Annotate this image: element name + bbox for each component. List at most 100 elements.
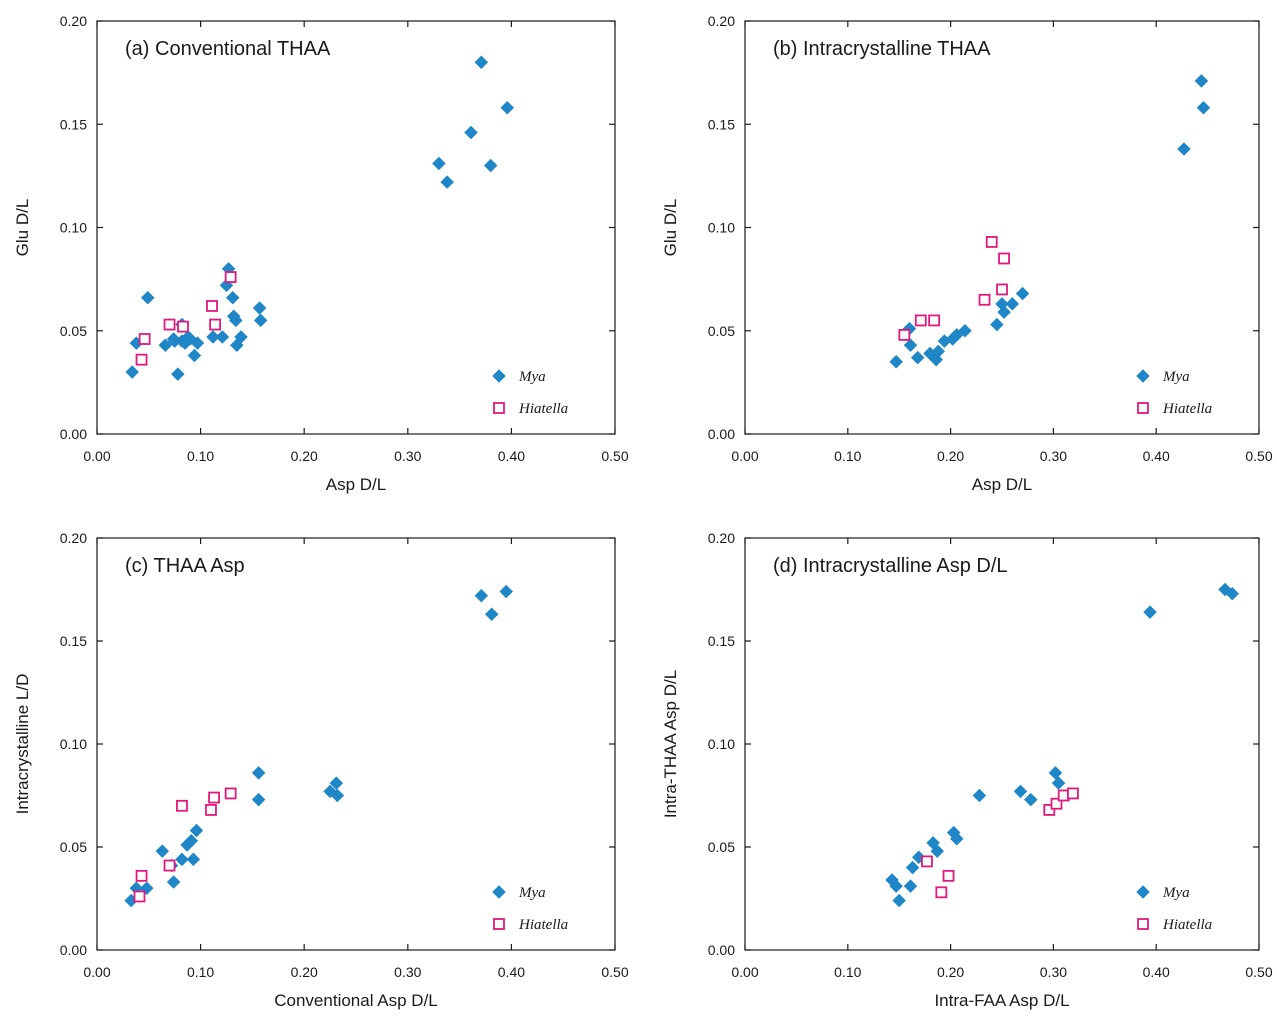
data-point-hiatella	[942, 869, 955, 882]
y-axis-label: Glu D/L	[13, 199, 32, 257]
y-tick-label: 0.10	[60, 220, 87, 236]
legend-hiatella-marker	[493, 918, 505, 930]
data-point-mya	[228, 313, 243, 328]
legend-hiatella-marker	[493, 402, 505, 414]
data-point-hiatella	[898, 328, 911, 341]
legend-mya-marker	[492, 369, 506, 383]
data-point-mya	[972, 788, 987, 803]
data-point-mya	[464, 125, 478, 140]
y-tick-label: 0.10	[708, 220, 735, 236]
data-point-mya	[910, 350, 925, 365]
data-point-mya	[253, 313, 268, 328]
data-point-hiatella	[176, 799, 188, 812]
legend-label-hiatella: Hiatella	[518, 917, 568, 933]
series-hiatella	[898, 236, 1010, 341]
data-point-mya	[175, 852, 189, 867]
data-point-mya	[1013, 784, 1028, 799]
y-tick-label: 0.05	[60, 839, 87, 855]
y-tick-label: 0.00	[60, 942, 87, 958]
x-tick-label: 0.40	[1143, 448, 1170, 464]
x-tick-label: 0.50	[1245, 964, 1272, 980]
data-point-hiatella	[224, 787, 237, 800]
data-point-mya	[206, 330, 220, 344]
y-tick-label: 0.10	[60, 736, 87, 752]
series-hiatella	[921, 787, 1079, 899]
x-axis-label: Asp D/L	[326, 475, 386, 494]
data-point-mya	[432, 156, 446, 171]
data-point-mya	[215, 330, 230, 344]
series-hiatella	[135, 271, 237, 366]
data-point-mya	[158, 338, 173, 353]
data-point-mya	[1005, 297, 1020, 311]
x-axis-label: Intra-FAA Asp D/L	[934, 991, 1069, 1010]
data-point-mya	[330, 788, 345, 803]
x-tick-label: 0.30	[1040, 448, 1067, 464]
data-point-mya	[997, 305, 1011, 320]
data-point-mya	[892, 893, 907, 908]
y-tick-label: 0.05	[708, 323, 735, 339]
chart-panel-c: 0.00 0.10 0.20 0.30 0.40 0.50 0.00 0.05 0.10 0.15…	[13, 530, 629, 1010]
data-point-hiatella	[978, 293, 991, 306]
data-point-hiatella	[163, 859, 176, 872]
data-point-mya	[1196, 100, 1211, 115]
data-point-mya	[252, 301, 267, 315]
legend-mya-marker	[1136, 885, 1150, 899]
data-point-mya	[140, 290, 155, 305]
x-tick-label: 0.00	[731, 448, 758, 464]
data-point-mya	[184, 833, 199, 848]
legend-label-hiatella: Hiatella	[1162, 917, 1212, 933]
legend-label-mya: Mya	[1162, 369, 1190, 385]
panel-title: (b) Intracrystalline THAA	[773, 38, 991, 60]
x-tick-label: 0.40	[498, 448, 525, 464]
x-tick-label: 0.00	[83, 964, 110, 980]
x-tick-label: 0.30	[394, 448, 421, 464]
series-mya	[124, 584, 514, 908]
data-point-mya	[1143, 605, 1157, 620]
data-point-hiatella	[177, 320, 189, 333]
data-point-hiatella	[1067, 787, 1079, 800]
data-point-mya	[167, 334, 182, 348]
legend-mya-marker	[492, 885, 506, 899]
legend: Mya Hiatella	[492, 885, 568, 933]
data-point-mya	[483, 158, 498, 173]
y-axis-label: Glu D/L	[661, 199, 680, 257]
y-tick-label: 0.00	[60, 426, 87, 442]
data-point-mya	[170, 367, 185, 381]
y-tick-label: 0.20	[708, 13, 735, 29]
legend-label-mya: Mya	[518, 885, 546, 901]
data-point-hiatella	[914, 314, 927, 327]
data-point-mya	[990, 317, 1004, 332]
x-tick-label: 0.50	[601, 448, 628, 464]
data-point-mya	[500, 100, 515, 115]
x-axis-label: Conventional Asp D/L	[274, 991, 438, 1010]
x-tick-label: 0.10	[834, 964, 861, 980]
y-tick-label: 0.20	[60, 13, 87, 29]
panel-title: (a) Conventional THAA	[125, 38, 331, 60]
data-point-hiatella	[224, 271, 237, 283]
y-tick-label: 0.15	[60, 116, 87, 132]
x-tick-label: 0.50	[601, 964, 628, 980]
data-point-mya	[484, 607, 499, 622]
data-point-mya	[958, 323, 972, 338]
x-tick-label: 0.20	[937, 448, 964, 464]
y-tick-label: 0.00	[708, 942, 735, 958]
data-point-hiatella	[209, 318, 222, 331]
legend-label-hiatella: Hiatella	[518, 401, 568, 417]
data-point-mya	[234, 330, 248, 344]
data-point-hiatella	[921, 855, 933, 868]
data-point-hiatella	[985, 236, 998, 248]
y-axis-label: Intracrystalline L/D	[13, 674, 32, 815]
y-tick-label: 0.05	[60, 323, 87, 339]
x-tick-label: 0.30	[394, 964, 421, 980]
y-tick-label: 0.15	[60, 633, 87, 649]
x-tick-label: 0.40	[1143, 964, 1170, 980]
data-point-mya	[1023, 792, 1038, 807]
data-point-mya	[329, 776, 344, 790]
data-point-mya	[187, 348, 202, 363]
legend: Mya Hiatella	[1136, 885, 1212, 933]
y-tick-label: 0.15	[708, 116, 735, 132]
data-point-mya	[903, 879, 918, 893]
data-point-mya	[155, 844, 170, 858]
x-tick-label: 0.50	[1245, 448, 1272, 464]
data-point-mya	[251, 792, 266, 807]
